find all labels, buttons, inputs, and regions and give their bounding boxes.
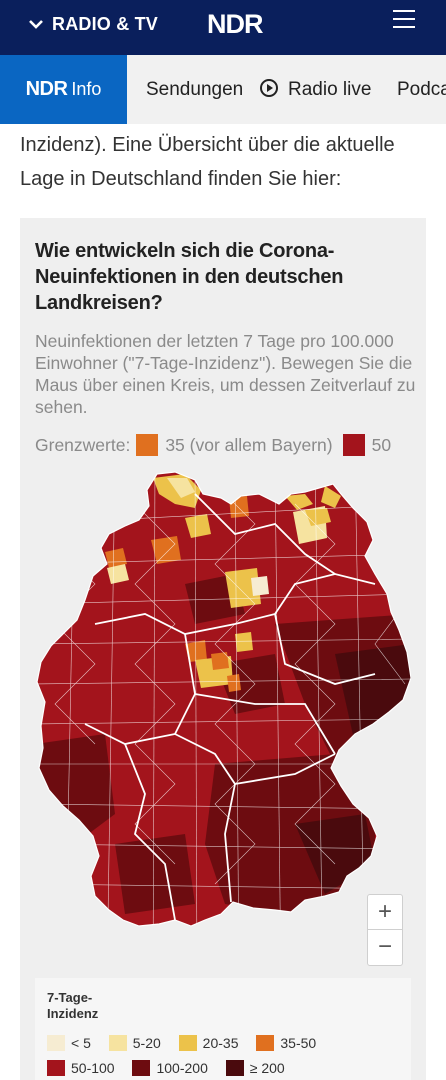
ndr-logo[interactable]: NDR bbox=[207, 9, 264, 39]
legend-label: 20-35 bbox=[202, 1035, 239, 1051]
germany-choropleth[interactable] bbox=[35, 464, 412, 984]
threshold-50-text: 50 bbox=[371, 434, 392, 455]
threshold-row: Grenzwerte: 35 (vor allem Bayern) 50 bbox=[35, 434, 425, 456]
legend-swatch bbox=[225, 1060, 244, 1076]
nav-item-podcasts[interactable]: Podcas bbox=[397, 55, 446, 124]
legend-swatch bbox=[132, 1060, 151, 1076]
legend-label: 5-20 bbox=[132, 1035, 161, 1051]
zoom-in-button[interactable]: + bbox=[368, 895, 402, 930]
legend-swatch bbox=[108, 1035, 127, 1051]
section-label: RADIO & TV bbox=[52, 13, 159, 34]
legend-item: < 5 bbox=[47, 1032, 91, 1054]
zoom-out-button[interactable]: − bbox=[377, 933, 392, 960]
nav-item-label: Podcas bbox=[397, 79, 446, 100]
zoom-control: + − bbox=[367, 894, 403, 966]
nav-item-label: Radio live bbox=[288, 79, 372, 100]
germany-map[interactable] bbox=[35, 464, 412, 984]
hamburger-icon[interactable] bbox=[393, 10, 415, 28]
play-icon bbox=[260, 79, 278, 97]
legend-item: 50-100 bbox=[47, 1057, 115, 1079]
incidence-map-card: Wie entwickeln sich die Corona-Neuinfekt… bbox=[20, 218, 426, 1080]
legend-label: 35-50 bbox=[280, 1035, 317, 1051]
program-nav: NDR Info Sendungen Radio live Podcas bbox=[0, 55, 446, 124]
legend-label: 50-100 bbox=[71, 1060, 115, 1076]
threshold-50-swatch bbox=[342, 434, 365, 456]
legend-items: < 5 5-20 20-35 35-50 50-100 100-200 ≥ 20… bbox=[47, 1032, 407, 1080]
nav-item-sendungen[interactable]: Sendungen bbox=[146, 55, 243, 124]
threshold-35-swatch bbox=[136, 434, 159, 456]
top-bar: RADIO & TV NDR bbox=[0, 0, 446, 55]
brand-info: Info bbox=[71, 79, 102, 99]
legend-swatch bbox=[47, 1035, 65, 1051]
legend-label: < 5 bbox=[71, 1035, 91, 1051]
nav-item-radio-live[interactable]: Radio live bbox=[260, 55, 371, 124]
legend-title: 7-Tage-Inzidenz bbox=[47, 990, 99, 1021]
threshold-label: Grenzwerte: bbox=[35, 434, 131, 455]
section-toggle[interactable]: RADIO & TV bbox=[28, 12, 158, 36]
legend-swatch bbox=[47, 1060, 65, 1076]
map-legend: 7-Tage-Inzidenz < 5 5-20 20-35 35-50 50-… bbox=[35, 978, 411, 1080]
legend-label: 100-200 bbox=[156, 1060, 208, 1076]
legend-swatch bbox=[256, 1035, 275, 1051]
legend-item: 35-50 bbox=[256, 1032, 316, 1054]
legend-item: 5-20 bbox=[108, 1032, 161, 1054]
map-subtitle: Neuinfektionen der letzten 7 Tage pro 10… bbox=[35, 331, 416, 417]
legend-label: ≥ 200 bbox=[249, 1060, 285, 1076]
map-title: Wie entwickeln sich die Corona-Neuinfekt… bbox=[35, 240, 344, 314]
brand-ndr: NDR bbox=[25, 78, 68, 100]
threshold-35-text: 35 (vor allem Bayern) bbox=[165, 434, 333, 455]
chevron-down-icon bbox=[29, 20, 43, 29]
intro-text: Inzidenz). Eine Übersicht über die aktue… bbox=[20, 134, 395, 190]
legend-swatch bbox=[178, 1035, 197, 1051]
ndr-info-brand[interactable]: NDR Info bbox=[0, 55, 127, 124]
legend-item: 20-35 bbox=[178, 1032, 239, 1054]
nav-item-label: Sendungen bbox=[146, 79, 244, 100]
legend-item: 100-200 bbox=[132, 1057, 208, 1079]
legend-item: ≥ 200 bbox=[225, 1057, 285, 1079]
